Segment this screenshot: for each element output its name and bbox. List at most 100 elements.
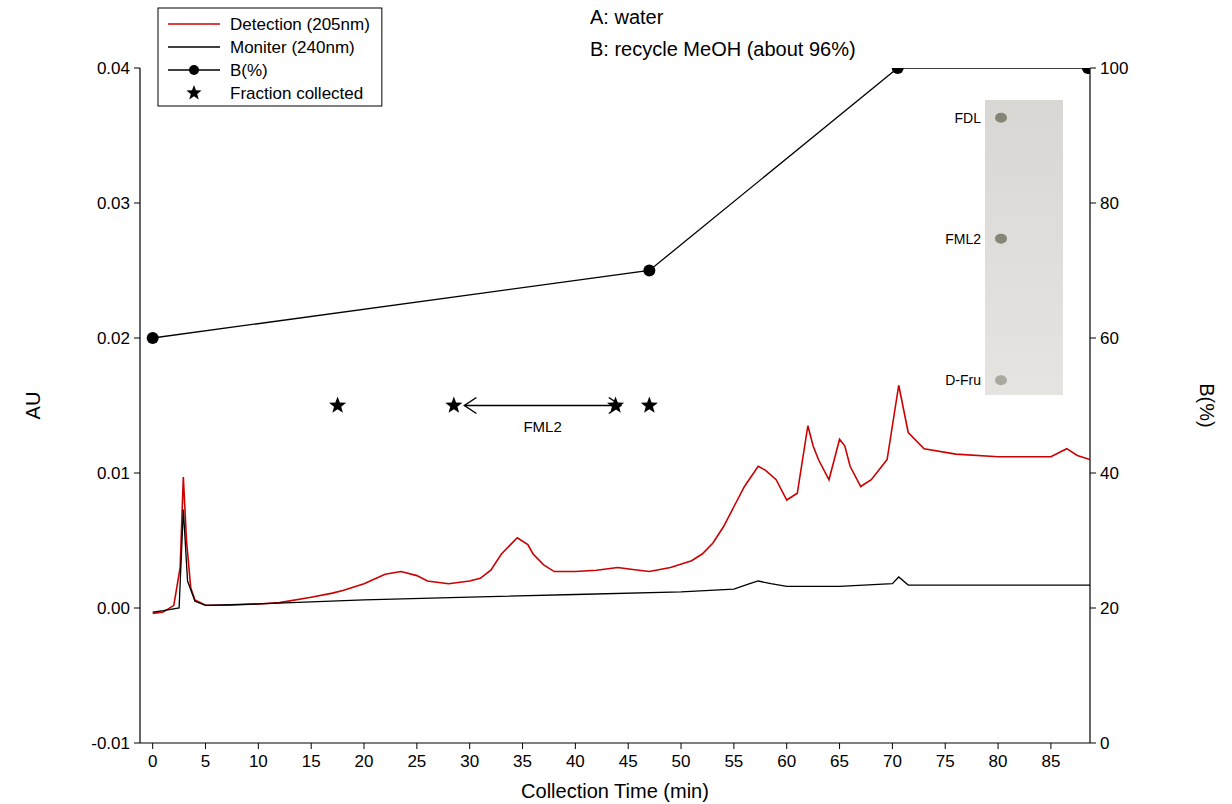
y-tick-label: 0.04 [97, 59, 130, 78]
range-label: FML2 [523, 418, 561, 435]
y-tick-label: 0.01 [97, 464, 130, 483]
fraction-marker [329, 397, 346, 413]
y2-tick [1090, 68, 1096, 69]
tlc-spot [995, 375, 1007, 385]
x-tick [892, 743, 893, 749]
y-tick [134, 608, 140, 609]
point-marker [147, 332, 159, 344]
x-tick-label: 75 [936, 752, 955, 771]
series-line [153, 385, 1090, 613]
x-tick [998, 743, 999, 749]
y2-tick-label: 40 [1100, 464, 1119, 483]
x-tick [416, 743, 417, 749]
y-tick-label: 0.00 [97, 599, 130, 618]
y-tick [134, 743, 140, 744]
range-arrow [464, 398, 620, 414]
series-line [153, 68, 1088, 338]
y2-tick-label: 60 [1100, 329, 1119, 348]
x-tick-label: 45 [619, 752, 638, 771]
legend: Detection (205nm) Moniter (240nm) B(%) Frac… [158, 8, 382, 106]
y2-axis-title: B(%) [1196, 383, 1218, 427]
point-marker [1082, 68, 1090, 74]
chart: 0 5 10 15 20 25 30 35 40 45 50 55 60 65 70 75 80 85 -0.01 0… [0, 0, 1232, 804]
x-tick [628, 743, 629, 749]
x-tick [945, 743, 946, 749]
y2-tick [1090, 473, 1096, 474]
tlc-label: FML2 [945, 231, 981, 247]
annotation: A: water [590, 6, 664, 28]
y-tick-label: 0.02 [97, 329, 130, 348]
y-tick-label: -0.01 [91, 734, 130, 753]
fraction-marker [641, 397, 658, 413]
x-tick-label: 65 [830, 752, 849, 771]
legend-swatch [168, 23, 220, 25]
y-tick-label: 0.03 [97, 194, 130, 213]
y-tick [134, 68, 140, 69]
x-tick-label: 55 [724, 752, 743, 771]
tlc-label: D-Fru [945, 372, 981, 388]
x-tick-label: 40 [566, 752, 585, 771]
x-tick [311, 743, 312, 749]
tlc-plate [985, 100, 1063, 395]
x-tick [205, 743, 206, 749]
x-tick-label: 50 [672, 752, 691, 771]
x-axis-title: Collection Time (min) [521, 780, 709, 802]
y2-tick [1090, 608, 1096, 609]
y-tick [134, 338, 140, 339]
y-tick [134, 203, 140, 204]
x-tick [469, 743, 470, 749]
x-tick [258, 743, 259, 749]
x-tick-label: 10 [249, 752, 268, 771]
x-tick-label: 0 [148, 752, 157, 771]
legend-label: Fraction collected [230, 84, 363, 103]
legend-swatch [168, 46, 220, 48]
legend-label: B(%) [230, 61, 268, 80]
y2-tick-label: 100 [1100, 59, 1128, 78]
x-tick-label: 85 [1041, 752, 1060, 771]
legend-swatch [189, 65, 199, 75]
y-axis [139, 68, 140, 743]
x-tick [733, 743, 734, 749]
legend-box [158, 8, 382, 106]
x-tick-label: 25 [407, 752, 426, 771]
x-tick [522, 743, 523, 749]
x-tick [152, 743, 153, 749]
point-marker [643, 265, 655, 277]
tlc-label: FDL [955, 110, 982, 126]
x-tick-label: 35 [513, 752, 532, 771]
legend-label: Detection (205nm) [230, 15, 370, 34]
y-tick [134, 473, 140, 474]
plot-area [147, 68, 1090, 613]
y2-tick [1090, 338, 1096, 339]
fraction-marker [607, 397, 624, 413]
x-tick-label: 60 [777, 752, 796, 771]
x-tick-label: 5 [201, 752, 210, 771]
y2-tick-label: 80 [1100, 194, 1119, 213]
x-tick [575, 743, 576, 749]
x-tick-label: 70 [883, 752, 902, 771]
x-tick-label: 20 [355, 752, 374, 771]
legend-label: Moniter (240nm) [230, 38, 355, 57]
x-tick-label: 15 [302, 752, 321, 771]
x-tick [364, 743, 365, 749]
tlc-spot [995, 234, 1007, 244]
y2-tick [1090, 743, 1096, 744]
tlc-spot [995, 113, 1007, 123]
series-line [153, 509, 1090, 612]
y2-axis [1089, 68, 1090, 743]
y2-tick-label: 0 [1100, 734, 1109, 753]
x-tick [1050, 743, 1051, 749]
point-marker [892, 68, 904, 74]
fraction-marker [445, 397, 462, 413]
x-axis [140, 742, 1090, 743]
x-tick-label: 30 [460, 752, 479, 771]
legend-swatch [186, 85, 201, 99]
x-tick [839, 743, 840, 749]
annotation: B: recycle MeOH (about 96%) [590, 38, 856, 60]
x-tick-label: 80 [989, 752, 1008, 771]
y-axis-title: AU [22, 392, 44, 420]
y2-tick-label: 20 [1100, 599, 1119, 618]
x-tick [681, 743, 682, 749]
y2-tick [1090, 203, 1096, 204]
x-tick [786, 743, 787, 749]
